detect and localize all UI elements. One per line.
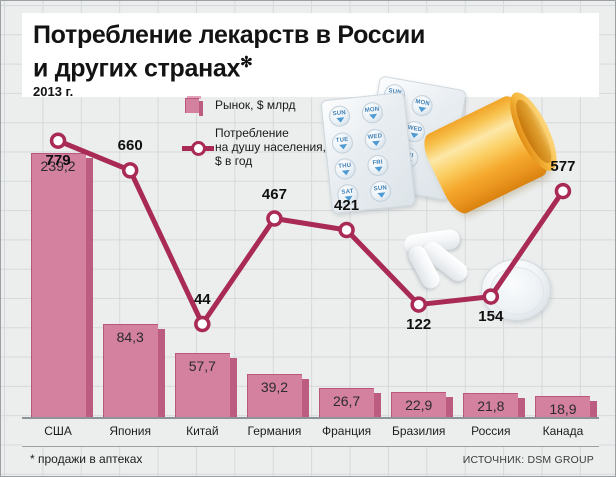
bar-value-label: 22,9: [405, 396, 433, 413]
bar-side-shadow: [301, 378, 309, 417]
category-label-Германия: Германия: [247, 424, 302, 438]
bar-США[interactable]: [30, 153, 86, 417]
category-label-США: США: [44, 424, 72, 438]
page-title-line-2: и других странах✻: [22, 49, 599, 82]
line-value-label: 660: [117, 137, 143, 155]
line-marker-Китай[interactable]: [194, 315, 211, 333]
category-label-Канада: Канада: [542, 424, 584, 438]
category-label-Россия: Россия: [471, 424, 511, 438]
legend-item-bars: Рынок, $ млрд: [181, 96, 326, 118]
bar-Канада[interactable]: [535, 396, 591, 417]
title-panel: Потребление лекарств в России и других с…: [22, 13, 599, 100]
category-label-Япония: Япония: [109, 424, 152, 438]
bar-Бразилия[interactable]: [391, 391, 447, 417]
category-axis-strip: [22, 419, 599, 447]
bottle-lid: [481, 259, 551, 321]
bar-value-label: 26,7: [332, 392, 361, 409]
bar-Франция[interactable]: [319, 387, 375, 417]
bar-side-shadow: [229, 358, 237, 417]
line-value-label: 467: [261, 185, 287, 203]
bar-side-shadow: [518, 397, 526, 417]
line-marker-Бразилия[interactable]: [410, 296, 427, 313]
legend-line-label-1: Потребление: [215, 126, 289, 140]
line-value-label: 421: [334, 196, 360, 214]
bar-value-label: 57,7: [188, 358, 216, 375]
line-marker-Япония[interactable]: [121, 162, 139, 179]
source-credit: ИСТОЧНИК: DSM GROUP: [462, 454, 594, 466]
line-marker-Канада[interactable]: [554, 182, 572, 200]
chart-legend: Рынок, $ млрд Потребление на душу населе…: [181, 96, 326, 168]
line-path: [55, 138, 566, 327]
bar-side-shadow: [590, 401, 598, 417]
chart-baseline: [22, 417, 599, 419]
footnote: * продажи в аптеках: [30, 452, 143, 466]
legend-line-label-3: $ в год: [215, 154, 253, 168]
line-marker-Россия[interactable]: [482, 288, 500, 305]
legend-bars-label: Рынок, $ млрд: [215, 98, 296, 112]
page-title-line-2-text: и других странах: [33, 54, 241, 83]
line-value-label: 577: [550, 158, 576, 176]
bar-value-label: 39,2: [260, 378, 289, 395]
page-subtitle: 2013 г.: [33, 84, 74, 100]
legend-bar-swatch: [181, 96, 215, 118]
page-title-line-1: Потребление лекарств в России: [33, 21, 426, 49]
bar-value-label: 84,3: [116, 328, 144, 345]
bar-side-shadow: [85, 158, 93, 417]
line-value-label: 154: [478, 307, 504, 325]
bar-Германия[interactable]: [246, 373, 302, 417]
line-value-label: 122: [406, 315, 432, 333]
bar-value-label: 18,9: [549, 401, 577, 418]
line-value-label: 779: [45, 151, 71, 169]
bar-value-label: 239,2: [40, 158, 76, 175]
line-value-label: 44: [193, 291, 211, 309]
line-marker-США[interactable]: [49, 132, 67, 149]
bar-side-shadow: [157, 328, 165, 417]
legend-line-marker: [181, 124, 215, 156]
bar-side-shadow: [446, 396, 454, 417]
bar-Китай[interactable]: [174, 353, 230, 417]
category-label-Франция: Франция: [321, 424, 372, 438]
line-marker-Франция[interactable]: [338, 221, 355, 239]
legend-item-line: Потребление на душу населения, $ в год: [181, 124, 326, 168]
legend-line-label: Потребление на душу населения, $ в год: [215, 124, 326, 168]
bar-Япония[interactable]: [102, 323, 158, 417]
line-marker-Германия[interactable]: [266, 210, 283, 227]
legend-line-label-2: на душу населения,: [215, 140, 327, 154]
category-label-Китай: Китай: [186, 424, 219, 438]
bar-value-label: 21,8: [477, 397, 505, 414]
bar-Россия[interactable]: [463, 392, 519, 417]
category-label-Бразилия: Бразилия: [391, 424, 446, 438]
title-asterisk: ✻: [240, 54, 253, 71]
bar-side-shadow: [374, 392, 382, 417]
